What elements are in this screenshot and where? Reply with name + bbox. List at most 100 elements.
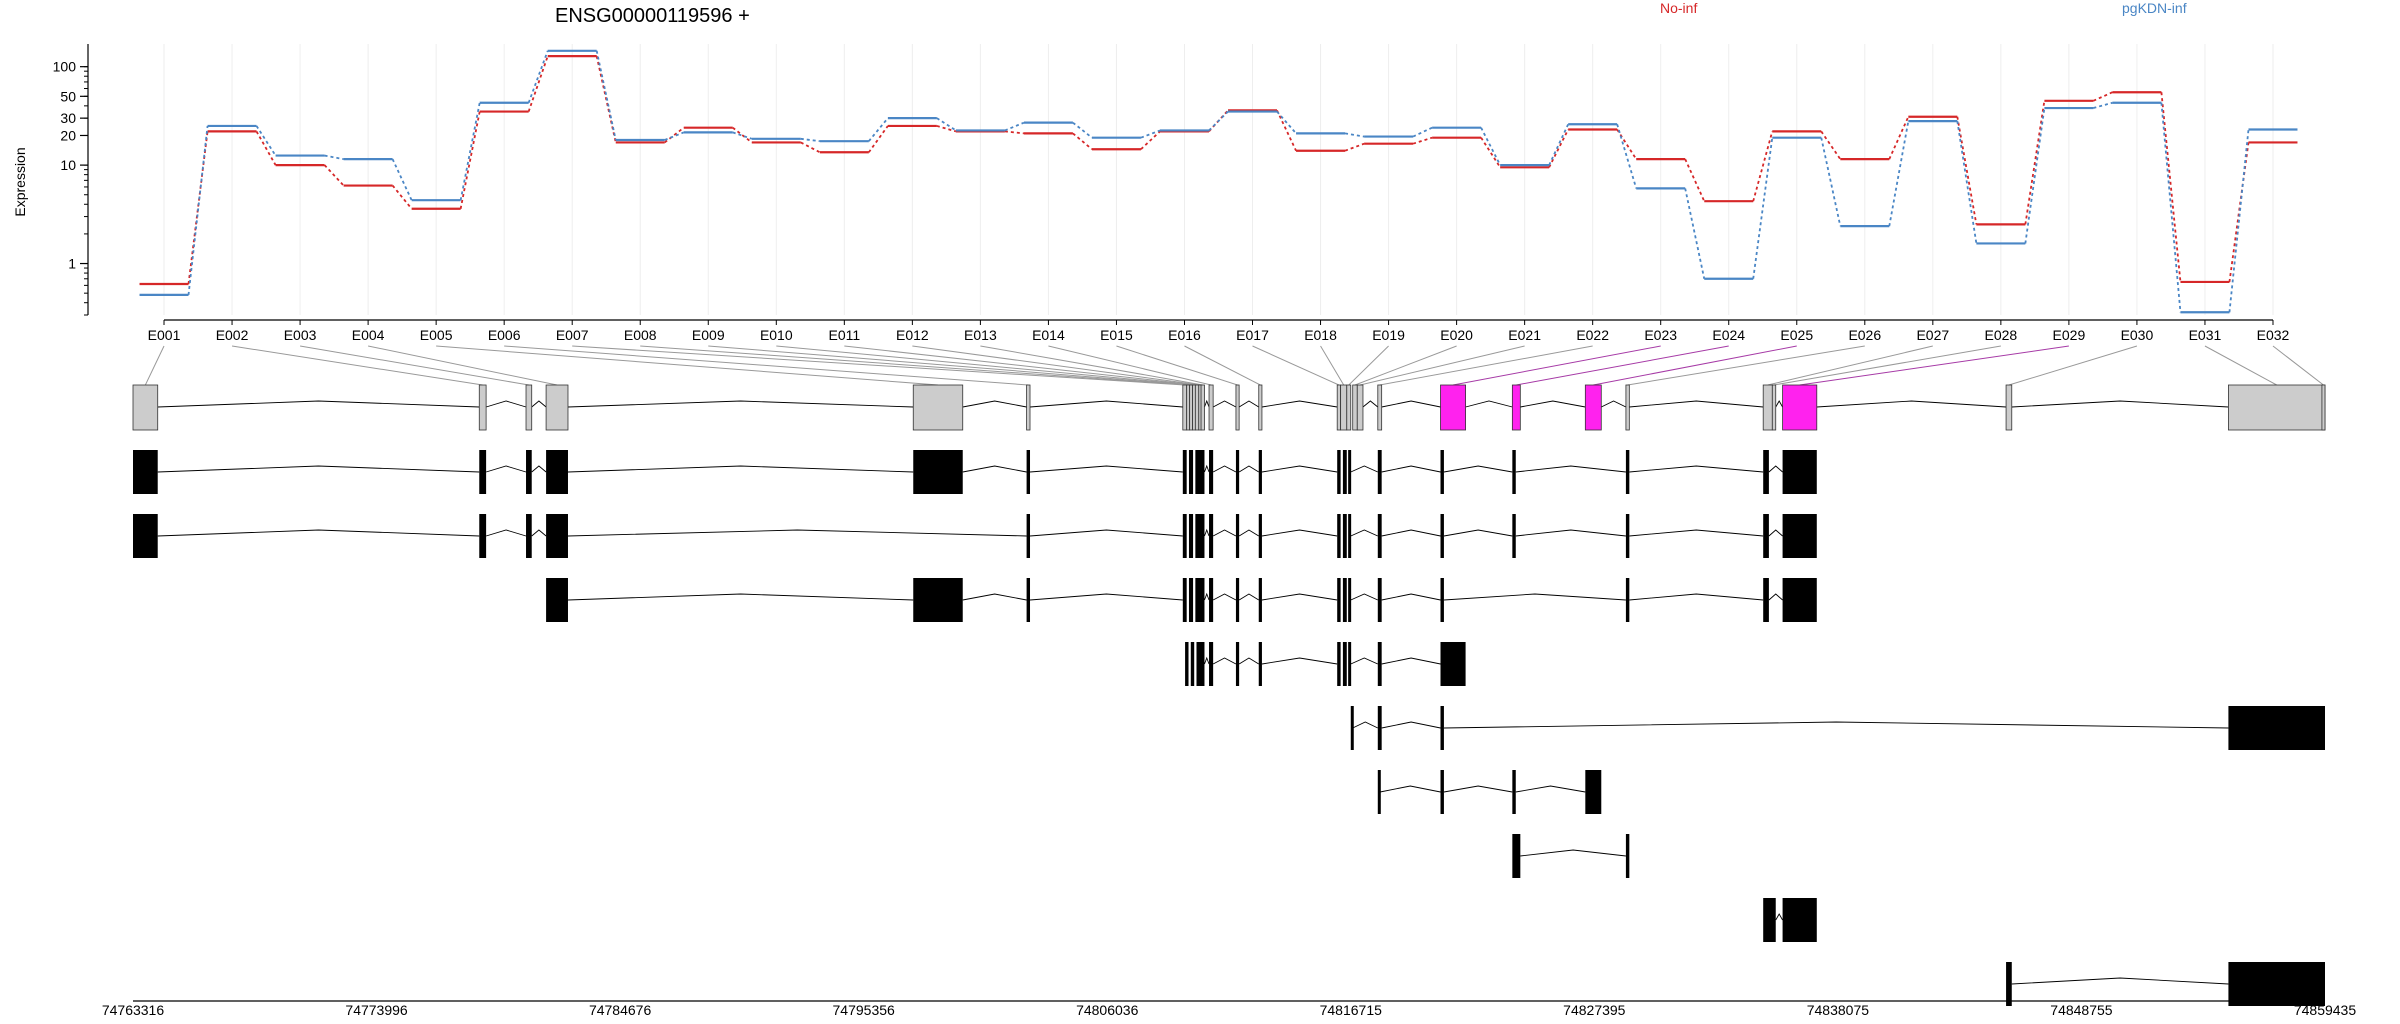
- intron-line: [1768, 593, 1783, 601]
- exon-connector: [2204, 345, 2277, 386]
- exon-connector: [1627, 345, 1865, 386]
- transcript-exon: [1026, 450, 1031, 494]
- intron-line: [1520, 849, 1626, 857]
- transcript-exon: [1348, 578, 1352, 622]
- exon-block: [1782, 384, 1818, 431]
- exon-connector: [776, 345, 1195, 386]
- intron-line: [2011, 400, 2229, 408]
- transcript-exon: [1337, 578, 1341, 622]
- series-connector: [1072, 132, 1093, 150]
- exon-connector: [1320, 345, 1345, 386]
- series-connector: [1480, 127, 1501, 166]
- intron-line: [1350, 593, 1378, 601]
- transcript-5: [1350, 706, 2325, 750]
- x-tick-label: E006: [488, 327, 521, 343]
- x-tick-label: E021: [1508, 327, 1541, 343]
- x-tick-label: E014: [1032, 327, 1065, 343]
- intron-line: [1204, 592, 1210, 601]
- x-tick-label: E017: [1236, 327, 1269, 343]
- series-connector: [1820, 130, 1842, 160]
- intron-line: [1381, 721, 1441, 729]
- series-connector: [1820, 137, 1842, 227]
- transcript-exon: [1026, 514, 1031, 558]
- series-connector: [1344, 142, 1365, 152]
- transcript-exon: [1342, 642, 1347, 686]
- x-tick-label: E030: [2121, 327, 2154, 343]
- transcript-exon: [1337, 514, 1341, 558]
- transcript-exon: [1377, 578, 1382, 622]
- exon-block: [912, 384, 964, 431]
- exon-block: [1771, 384, 1777, 431]
- transcript-exon: [913, 578, 963, 622]
- intron-line: [1381, 529, 1441, 537]
- transcript-exon: [1342, 450, 1347, 494]
- y-axis-label: Expression: [12, 147, 28, 216]
- transcript-exon: [1512, 834, 1521, 878]
- intron-line: [1204, 656, 1210, 665]
- exon-block: [1377, 384, 1383, 431]
- exon-connector: [980, 345, 1203, 386]
- exon-connector: [1593, 345, 1797, 386]
- intron-line: [1238, 593, 1259, 601]
- intron-line: [531, 465, 547, 473]
- transcript-exon: [546, 578, 568, 622]
- genomic-tick-label: 74795356: [833, 1002, 896, 1018]
- exon-connector: [1452, 345, 1661, 386]
- exon-connector: [572, 345, 1185, 386]
- series-lines: [139, 49, 2298, 314]
- series-connector: [2160, 92, 2182, 283]
- x-tick-label: E016: [1168, 327, 1201, 343]
- intron-line: [1212, 465, 1237, 473]
- transcript-exon: [1195, 578, 1205, 622]
- x-tick-label: E024: [1712, 327, 1745, 343]
- transcript-exon: [1782, 514, 1817, 558]
- legend-pgkdn-inf: pgKDN-inf: [2122, 0, 2187, 16]
- intron-line: [1029, 593, 1183, 601]
- transcript-exon: [526, 450, 532, 494]
- series-connector: [391, 184, 413, 210]
- grid-lines: [163, 44, 2274, 315]
- intron-line: [567, 400, 914, 408]
- transcript-exon: [1235, 450, 1240, 494]
- transcript-exon: [1440, 770, 1444, 814]
- y-tick-label: 20: [60, 127, 76, 143]
- transcript-exon: [1258, 642, 1262, 686]
- exon-connector: [144, 345, 165, 386]
- x-tick-label: E022: [1576, 327, 1609, 343]
- x-tick-label: E015: [1100, 327, 1133, 343]
- exon-block: [1258, 384, 1263, 431]
- y-tick-label: 100: [53, 59, 77, 75]
- transcript-exon: [1377, 642, 1382, 686]
- exon-track: [132, 384, 2326, 431]
- intron-line: [1261, 529, 1338, 537]
- exon-block: [1625, 384, 1630, 431]
- exon-connector: [640, 345, 1189, 386]
- intron-line: [1238, 529, 1259, 537]
- series-connector: [1548, 123, 1569, 166]
- series-connector: [255, 130, 277, 166]
- intron-line: [567, 593, 914, 601]
- series-connector: [459, 102, 481, 201]
- exon-connector: [1799, 345, 2069, 386]
- exon-connector: [912, 345, 1201, 386]
- x-tick-label: E031: [2189, 327, 2222, 343]
- y-tick-label: 1: [68, 256, 76, 272]
- transcript-exon: [1377, 514, 1382, 558]
- legend-no-inf: No-inf: [1660, 0, 1697, 16]
- transcript-exon: [1209, 642, 1214, 686]
- x-tick-label: E003: [284, 327, 317, 343]
- series-connector: [1684, 158, 1706, 202]
- series-connector: [527, 55, 549, 112]
- transcript-exon: [1377, 706, 1382, 750]
- exon-connector: [1360, 345, 1525, 386]
- intron-line: [1238, 465, 1259, 473]
- transcript-exon: [1195, 514, 1205, 558]
- transcript-exon: [1512, 450, 1516, 494]
- intron-line: [1212, 400, 1237, 408]
- intron-line: [1515, 529, 1626, 537]
- transcript-exon: [1440, 578, 1444, 622]
- transcript-exon: [1440, 450, 1444, 494]
- intron-line: [1381, 657, 1441, 665]
- exon-block: [1182, 384, 1188, 431]
- series-connector: [732, 126, 753, 144]
